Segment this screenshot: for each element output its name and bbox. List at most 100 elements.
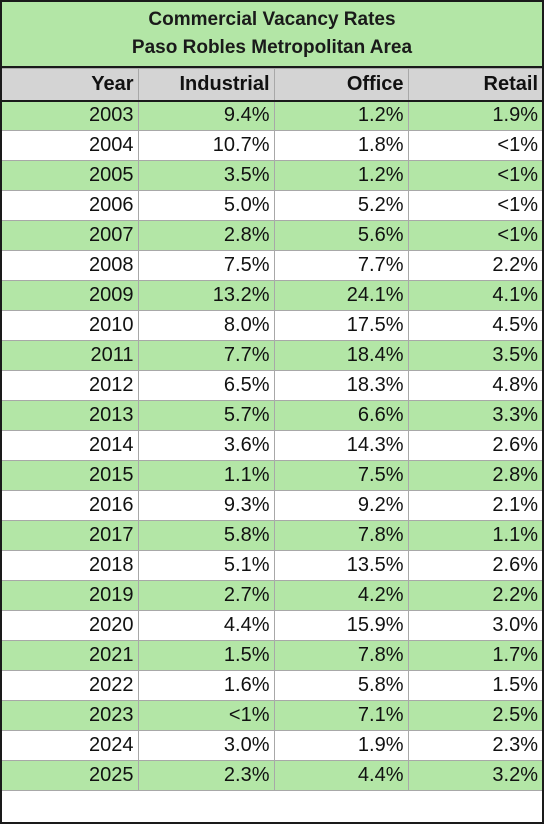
year-cell: 2007 [2,220,139,251]
retail-cell: <1% [407,130,542,161]
table-row: 2003 9.4% 1.2% 1.9% [2,100,542,131]
industrial-cell: 5.8% [137,520,275,551]
office-cell: 14.3% [273,430,409,461]
industrial-cell: <1% [137,700,275,731]
title-block: Commercial Vacancy Rates Paso Robles Met… [2,2,542,68]
industrial-cell: 2.8% [137,220,275,251]
office-cell: 7.5% [273,460,409,491]
office-cell: 9.2% [273,490,409,521]
office-cell: 18.4% [273,340,409,371]
table-row: 2024 3.0% 1.9% 2.3% [2,730,542,761]
industrial-cell: 9.3% [137,490,275,521]
industrial-cell: 1.5% [137,640,275,671]
retail-cell: 3.5% [407,340,542,371]
industrial-cell: 2.3% [137,760,275,791]
table-row: 2005 3.5% 1.2% <1% [2,160,542,191]
year-cell: 2024 [2,730,139,761]
year-cell: 2022 [2,670,139,701]
retail-cell: 3.2% [407,760,542,791]
office-cell: 17.5% [273,310,409,341]
office-cell: 15.9% [273,610,409,641]
table-title: Commercial Vacancy Rates [148,9,396,30]
year-cell: 2014 [2,430,139,461]
retail-cell: 1.9% [407,100,542,131]
office-cell: 24.1% [273,280,409,311]
retail-cell: <1% [407,160,542,191]
industrial-cell: 7.5% [137,250,275,281]
year-cell: 2013 [2,400,139,431]
year-cell: 2016 [2,490,139,521]
table-row: 2019 2.7% 4.2% 2.2% [2,580,542,611]
year-cell: 2015 [2,460,139,491]
year-cell: 2010 [2,310,139,341]
industrial-cell: 10.7% [137,130,275,161]
table-row: 2016 9.3% 9.2% 2.1% [2,490,542,521]
year-cell: 2006 [2,190,139,221]
office-cell: 13.5% [273,550,409,581]
office-cell: 4.4% [273,760,409,791]
year-cell: 2019 [2,580,139,611]
industrial-cell: 8.0% [137,310,275,341]
year-cell: 2023 [2,700,139,731]
table-row: 2018 5.1% 13.5% 2.6% [2,550,542,581]
year-cell: 2017 [2,520,139,551]
retail-cell: 1.5% [407,670,542,701]
retail-cell: 1.7% [407,640,542,671]
column-header-industrial: Industrial [137,68,275,102]
table-row: 2013 5.7% 6.6% 3.3% [2,400,542,431]
industrial-cell: 5.0% [137,190,275,221]
industrial-cell: 2.7% [137,580,275,611]
year-cell: 2020 [2,610,139,641]
industrial-cell: 3.6% [137,430,275,461]
retail-cell: 1.1% [407,520,542,551]
office-cell: 7.8% [273,640,409,671]
office-cell: 5.6% [273,220,409,251]
retail-cell: 3.3% [407,400,542,431]
industrial-cell: 9.4% [137,100,275,131]
office-cell: 1.2% [273,100,409,131]
industrial-cell: 1.1% [137,460,275,491]
office-cell: 18.3% [273,370,409,401]
retail-cell: 2.6% [407,550,542,581]
office-cell: 5.8% [273,670,409,701]
header-row: Year Industrial Office Retail [2,68,542,102]
office-cell: 7.1% [273,700,409,731]
retail-cell: 4.1% [407,280,542,311]
table-row: 2008 7.5% 7.7% 2.2% [2,250,542,281]
industrial-cell: 6.5% [137,370,275,401]
retail-cell: 2.2% [407,250,542,281]
table-subtitle: Paso Robles Metropolitan Area [131,37,413,58]
industrial-cell: 13.2% [137,280,275,311]
table-row: 2025 2.3% 4.4% 3.2% [2,760,542,791]
industrial-cell: 3.0% [137,730,275,761]
industrial-cell: 1.6% [137,670,275,701]
year-cell: 2011 [2,340,139,371]
table-row: 2022 1.6% 5.8% 1.5% [2,670,542,701]
table-row: 2023 <1% 7.1% 2.5% [2,700,542,731]
industrial-cell: 5.7% [137,400,275,431]
table-row: 2009 13.2% 24.1% 4.1% [2,280,542,311]
office-cell: 7.8% [273,520,409,551]
year-cell: 2004 [2,130,139,161]
year-cell: 2012 [2,370,139,401]
table-header: Year Industrial Office Retail [2,68,542,102]
retail-cell: 2.5% [407,700,542,731]
year-cell: 2003 [2,100,139,131]
year-cell: 2025 [2,760,139,791]
year-cell: 2018 [2,550,139,581]
column-header-year: Year [2,68,139,102]
retail-cell: <1% [407,220,542,251]
retail-cell: 2.2% [407,580,542,611]
table-row: 2006 5.0% 5.2% <1% [2,190,542,221]
retail-cell: 2.6% [407,430,542,461]
industrial-cell: 4.4% [137,610,275,641]
column-header-office: Office [273,68,409,102]
office-cell: 1.8% [273,130,409,161]
table-row: 2004 10.7% 1.8% <1% [2,130,542,161]
retail-cell: 4.5% [407,310,542,341]
year-cell: 2005 [2,160,139,191]
table-row: 2012 6.5% 18.3% 4.8% [2,370,542,401]
retail-cell: 2.3% [407,730,542,761]
table-row: 2017 5.8% 7.8% 1.1% [2,520,542,551]
